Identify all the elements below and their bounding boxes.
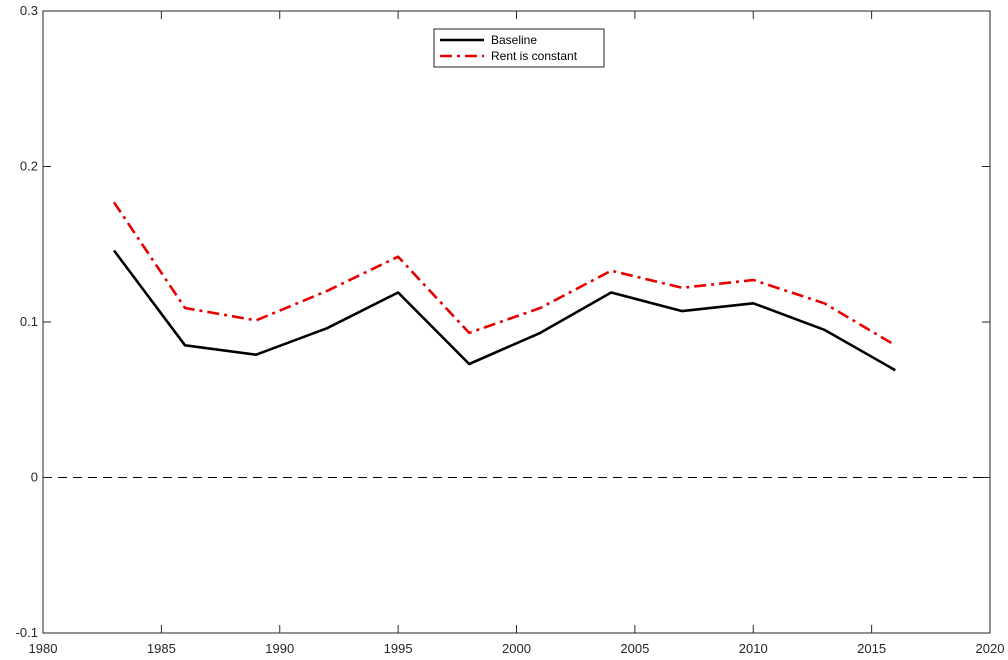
x-tick-label: 2005 [620, 641, 649, 656]
legend-label-1: Rent is constant [491, 49, 578, 63]
y-axis-ticks: -0.1 0 0.1 0.2 0.3 [16, 3, 990, 640]
y-tick-label: 0.2 [20, 159, 38, 174]
series-group [112, 201, 896, 372]
x-tick-label: 2000 [502, 641, 531, 656]
x-tick-label: 2015 [857, 641, 886, 656]
y-tick-label: -0.1 [16, 625, 38, 640]
y-tick-label: 0.3 [20, 3, 38, 18]
x-axis-ticks: 1980 1985 1990 1995 2000 2005 2010 2015 2020 [29, 11, 1005, 656]
plot-area-border [42, 10, 991, 634]
x-tick-label: 1995 [384, 641, 413, 656]
x-tick-label: 1980 [29, 641, 58, 656]
x-tick-label: 1985 [147, 641, 176, 656]
series-line-0 [112, 249, 896, 372]
axes-frame [42, 10, 991, 634]
x-tick-label: 1990 [265, 641, 294, 656]
series-line-1 [112, 201, 896, 347]
y-tick-label: 0.1 [20, 314, 38, 329]
legend-label-0: Baseline [491, 33, 537, 47]
legend-box [433, 28, 605, 68]
y-tick-label: 0 [31, 470, 38, 485]
x-tick-label: 2020 [976, 641, 1005, 656]
legend: Baseline Rent is constant [433, 28, 605, 68]
x-tick-label: 2010 [739, 641, 768, 656]
